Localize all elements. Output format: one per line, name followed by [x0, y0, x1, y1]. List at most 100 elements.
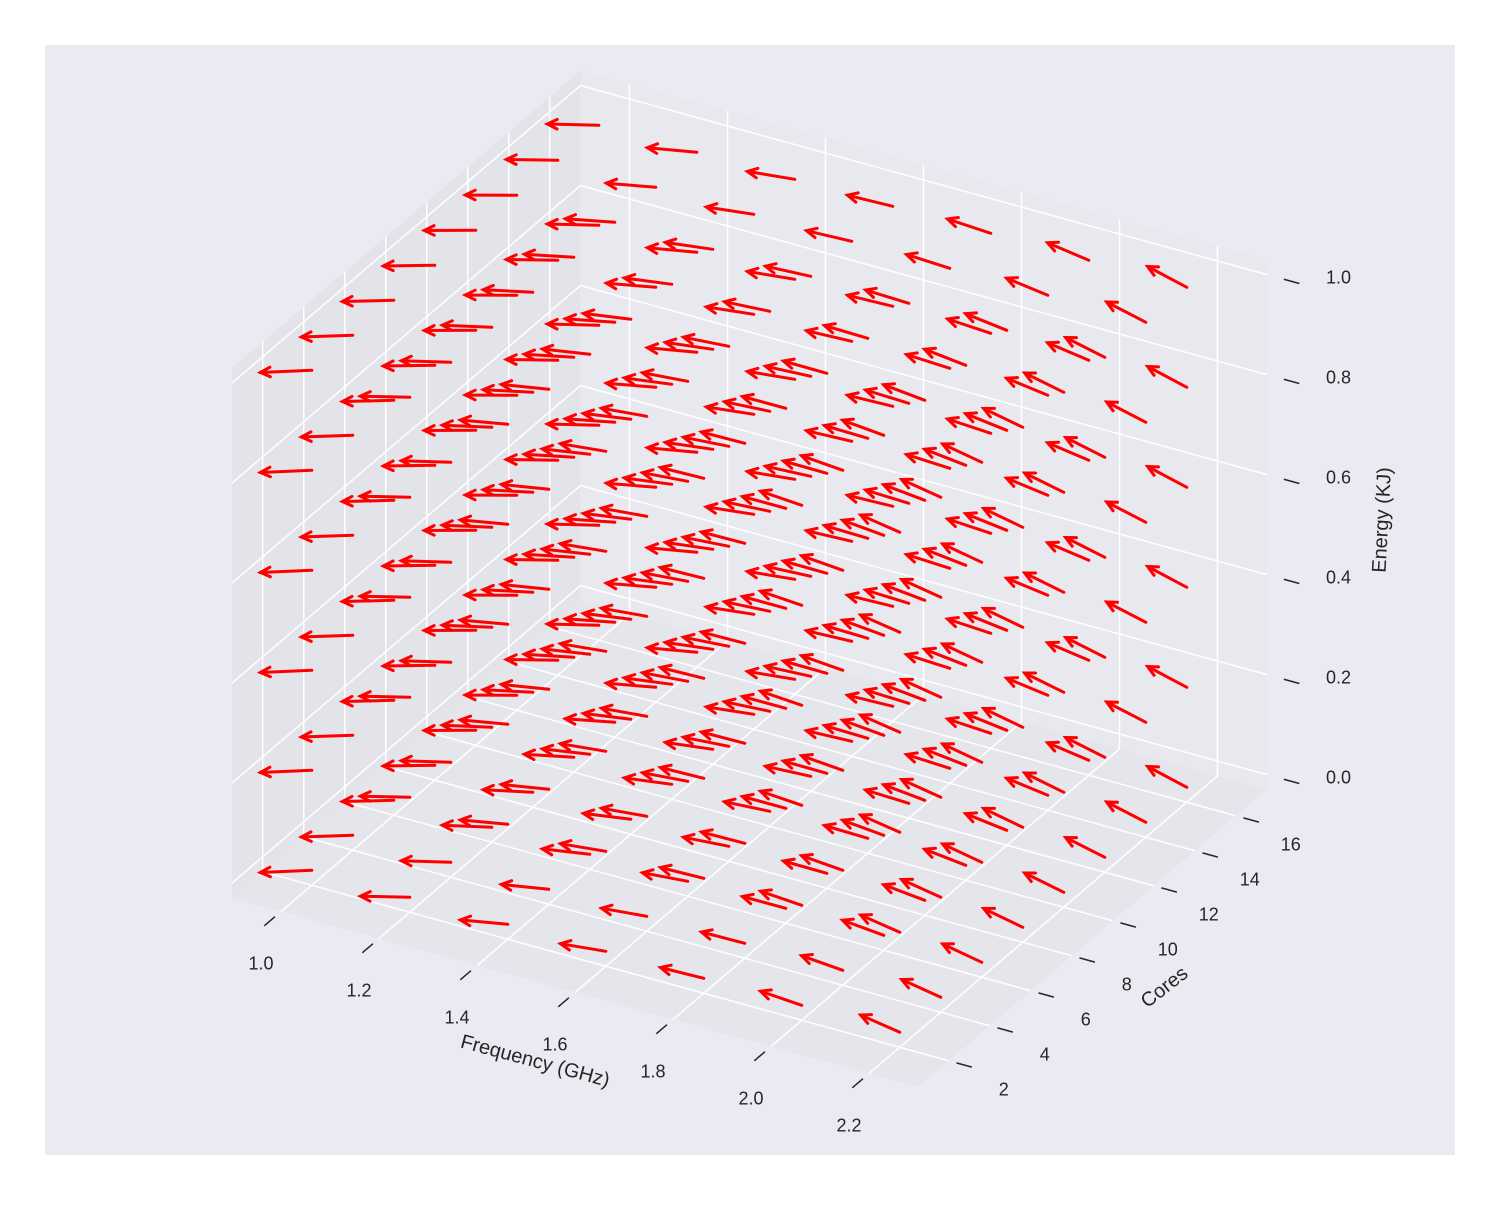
arrow: [721, 597, 772, 613]
arrow: [698, 428, 747, 445]
arrow: [356, 590, 412, 603]
arrow: [1044, 240, 1091, 262]
left-pane: [232, 70, 581, 898]
y-tick: [1161, 887, 1178, 893]
arrow: [939, 642, 984, 664]
arrow: [1144, 264, 1189, 289]
arrow: [1144, 664, 1189, 689]
z-tick: [1283, 778, 1300, 785]
arrow: [721, 697, 772, 713]
arrow: [461, 188, 519, 202]
arrow: [944, 216, 993, 235]
arrow: [456, 614, 510, 628]
arrow: [397, 354, 453, 368]
arrow: [903, 751, 952, 770]
arrow: [762, 262, 813, 278]
arrow: [438, 619, 494, 632]
grid-line: [476, 667, 826, 967]
arrow: [743, 166, 797, 181]
arrow: [743, 366, 797, 381]
x-tick: [851, 1078, 864, 1089]
arrow: [780, 357, 829, 375]
arrow: [1021, 871, 1066, 894]
arrow: [762, 662, 813, 678]
arrow: [620, 673, 674, 686]
arrow: [898, 577, 943, 599]
z-tick: [1283, 278, 1300, 285]
arrow: [602, 277, 658, 291]
arrow: [579, 508, 633, 521]
arrow: [803, 226, 854, 243]
arrow: [1103, 600, 1148, 624]
arrow: [898, 877, 943, 899]
arrow: [556, 839, 608, 853]
arrow: [620, 273, 674, 286]
arrow: [680, 332, 731, 348]
y-tick-label: 6: [1081, 1010, 1091, 1030]
arrow: [921, 646, 968, 667]
arrow: [680, 732, 731, 748]
grid-line: [231, 284, 581, 584]
arrow: [698, 528, 747, 545]
arrow: [702, 302, 756, 316]
arrow: [898, 477, 943, 499]
arrow: [379, 259, 437, 273]
arrow: [256, 465, 314, 479]
arrow: [397, 854, 453, 868]
arrow: [561, 613, 617, 626]
arrow: [739, 692, 788, 710]
arrow: [821, 422, 870, 440]
x-tick-label: 1.8: [640, 1061, 665, 1081]
arrow: [962, 511, 1009, 532]
arrow: [479, 383, 535, 397]
arrow: [356, 690, 412, 703]
arrow: [798, 453, 845, 472]
arrow: [1044, 540, 1091, 562]
arrow: [520, 748, 576, 762]
arrow: [579, 408, 633, 421]
arrow: [698, 728, 747, 745]
arrow: [857, 713, 902, 734]
arrow: [1021, 571, 1066, 594]
y-tick-label: 2: [999, 1080, 1009, 1100]
arrow: [721, 497, 772, 513]
arrow: [643, 542, 699, 555]
arrow: [680, 532, 731, 548]
arrow: [880, 882, 927, 902]
arrow: [643, 242, 699, 255]
arrow: [880, 582, 927, 602]
z-tick-label: 0.6: [1326, 467, 1351, 487]
arrow: [602, 177, 658, 191]
arrow: [561, 213, 617, 226]
arrow: [839, 817, 886, 837]
arrow: [702, 402, 756, 416]
arrow: [721, 797, 772, 813]
arrow: [579, 308, 633, 321]
y-tick-label: 16: [1281, 835, 1301, 855]
arrow: [880, 382, 927, 402]
y-tick-label: 12: [1199, 905, 1219, 925]
grid-line: [868, 775, 1218, 1075]
arrow: [256, 865, 314, 879]
arrow: [862, 486, 911, 505]
arrow: [397, 654, 453, 668]
arrow: [743, 266, 797, 281]
arrow: [798, 853, 845, 872]
x-tick-label: 1.6: [542, 1034, 567, 1054]
arrow: [803, 426, 854, 443]
arrow: [657, 663, 706, 680]
arrow: [962, 811, 1009, 832]
grid-line: [344, 801, 1031, 992]
arrow: [620, 773, 674, 786]
arrow: [297, 530, 355, 543]
arrow: [1003, 276, 1050, 297]
arrow: [839, 917, 886, 937]
z-tick: [1283, 578, 1300, 585]
arrow: [1021, 371, 1066, 394]
x-tick: [655, 1024, 668, 1035]
arrow: [862, 386, 911, 405]
arrow: [1044, 340, 1091, 362]
arrow: [356, 490, 412, 503]
z-tick-label: 0.8: [1326, 367, 1351, 387]
grid-line: [467, 696, 1154, 887]
